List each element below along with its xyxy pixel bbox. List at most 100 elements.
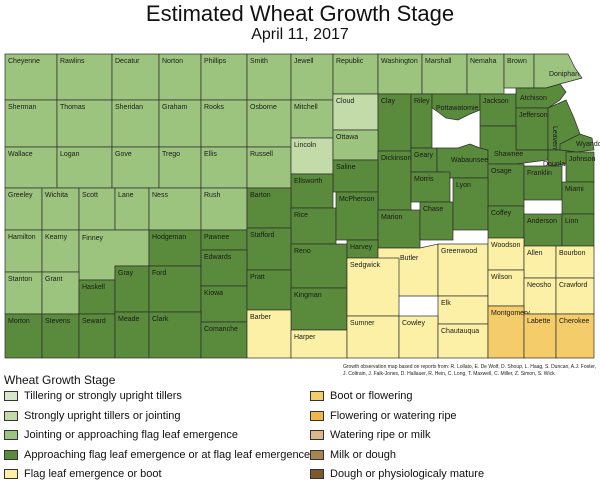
county-cherokee: Cherokee — [555, 313, 595, 359]
county-shape — [377, 209, 421, 249]
county-shape — [111, 53, 160, 101]
legend-label: Watering ripe or milk — [330, 429, 431, 441]
legend-swatch — [310, 449, 324, 460]
county-label: Ottawa — [336, 134, 358, 141]
county-label: Scott — [82, 192, 98, 199]
county-shape — [4, 99, 58, 148]
legend-swatch — [4, 430, 18, 440]
county-allen: Allen — [523, 245, 557, 279]
county-shape — [479, 125, 549, 165]
county-label: Wichita — [45, 192, 68, 199]
county-morris: Morris — [410, 171, 451, 203]
legend-label: Approaching flag leaf emergence or at fl… — [24, 448, 311, 461]
county-label: Linn — [565, 218, 578, 225]
county-shape — [56, 53, 113, 101]
legend-label: Jointing or approaching flag leaf emerge… — [24, 429, 239, 441]
legend-title: Wheat Growth Stage — [4, 373, 116, 387]
county-label: Hamilton — [8, 234, 36, 241]
county-label: Clay — [381, 98, 396, 105]
county-label: Sherman — [8, 104, 37, 111]
county-marshall: Marshall — [421, 53, 468, 95]
county-doniphan: Doniphan — [533, 53, 583, 89]
county-chase: Chase — [419, 201, 454, 241]
legend-item-flower: Flowering or watering ripe — [310, 408, 457, 424]
county-norton: Norton — [158, 53, 202, 101]
county-label: Riley — [414, 98, 430, 105]
county-label: Johnson — [569, 156, 596, 163]
county-clark: Clark — [148, 311, 202, 359]
county-label: Washington — [381, 58, 418, 65]
county-shape — [346, 315, 400, 359]
county-label: Pratt — [250, 274, 265, 281]
county-label: Jefferson — [519, 112, 548, 119]
county-shape — [200, 249, 248, 287]
county-shape — [158, 99, 202, 148]
county-elk: Elk — [437, 295, 489, 325]
county-rice: Rice — [290, 207, 337, 245]
county-label: Nemaha — [470, 58, 497, 65]
county-lyon: Lyon — [452, 177, 489, 231]
county-shape — [437, 323, 489, 359]
county-edwards: Edwards — [200, 249, 248, 287]
county-stevens: Stevens — [41, 313, 80, 359]
county-logan: Logan — [56, 146, 113, 189]
county-osage: Osage — [487, 163, 525, 207]
county-shape — [487, 163, 525, 207]
county-ellsworth: Ellsworth — [290, 173, 334, 209]
county-shape — [332, 129, 379, 161]
county-shape — [452, 177, 489, 231]
county-crawford: Crawford — [555, 277, 595, 315]
county-shape — [555, 245, 595, 279]
legend-swatch — [4, 469, 18, 479]
county-shape — [410, 171, 451, 203]
county-shape — [523, 165, 563, 201]
legend-label: Tillering or strongly upright tillers — [24, 390, 182, 402]
county-shape — [4, 229, 43, 273]
legend-label: Dough or physiologicaly mature — [330, 468, 485, 480]
county-shape — [398, 315, 439, 359]
county-harvey: Harvey — [346, 239, 379, 259]
county-label: Smith — [250, 58, 268, 65]
county-franklin: Franklin — [523, 165, 563, 201]
county-ellis: Ellis — [200, 146, 248, 189]
legend-item-boot_flower: Boot or flowering — [310, 388, 413, 404]
county-label: Allen — [527, 250, 543, 257]
county-shape — [346, 257, 400, 317]
county-johnson: Johnson — [565, 151, 596, 183]
county-shape — [4, 313, 43, 359]
county-label: Seward — [82, 318, 106, 325]
county-label: Greenwood — [441, 248, 477, 255]
county-label: Dickinson — [381, 155, 411, 162]
county-shape — [332, 93, 379, 131]
county-label: Rooks — [204, 104, 224, 111]
county-label: Harvey — [350, 244, 373, 251]
county-grant: Grant — [41, 271, 80, 315]
county-label: Edwards — [204, 254, 232, 261]
county-kingman: Kingman — [290, 287, 348, 331]
county-label: Ness — [152, 192, 168, 199]
county-label: Stafford — [250, 232, 274, 239]
county-wallace: Wallace — [4, 146, 58, 189]
county-label: Ellsworth — [294, 178, 323, 185]
county-label: Trego — [162, 151, 180, 158]
county-label: Pottawatomie — [436, 105, 479, 112]
legend-label: Flag leaf emergence or boot — [24, 468, 162, 480]
county-shape — [78, 187, 116, 231]
county-shape — [200, 99, 248, 148]
county-shape — [41, 313, 80, 359]
county-woodson: Woodson — [487, 237, 525, 271]
county-coffey: Coffey — [487, 205, 525, 239]
county-shawnee: Shawnee — [479, 125, 549, 165]
county-sedgwick: Sedgwick — [346, 257, 400, 317]
legend-item-flagleaf: Approaching flag leaf emergence or at fl… — [4, 447, 310, 463]
county-mitchell: Mitchell — [290, 99, 334, 139]
legend-item-mature: Dough or physiologicaly mature — [310, 466, 484, 482]
county-kiowa: Kiowa — [200, 285, 248, 323]
county-label: Kiowa — [204, 290, 223, 297]
county-shape — [148, 229, 202, 267]
county-label: Crawford — [559, 282, 588, 289]
county-gray: Gray — [114, 265, 150, 313]
map-title: Estimated Wheat Growth Stage — [145, 1, 455, 26]
county-label: Atchison — [520, 95, 547, 102]
county-label: Thomas — [60, 104, 86, 111]
